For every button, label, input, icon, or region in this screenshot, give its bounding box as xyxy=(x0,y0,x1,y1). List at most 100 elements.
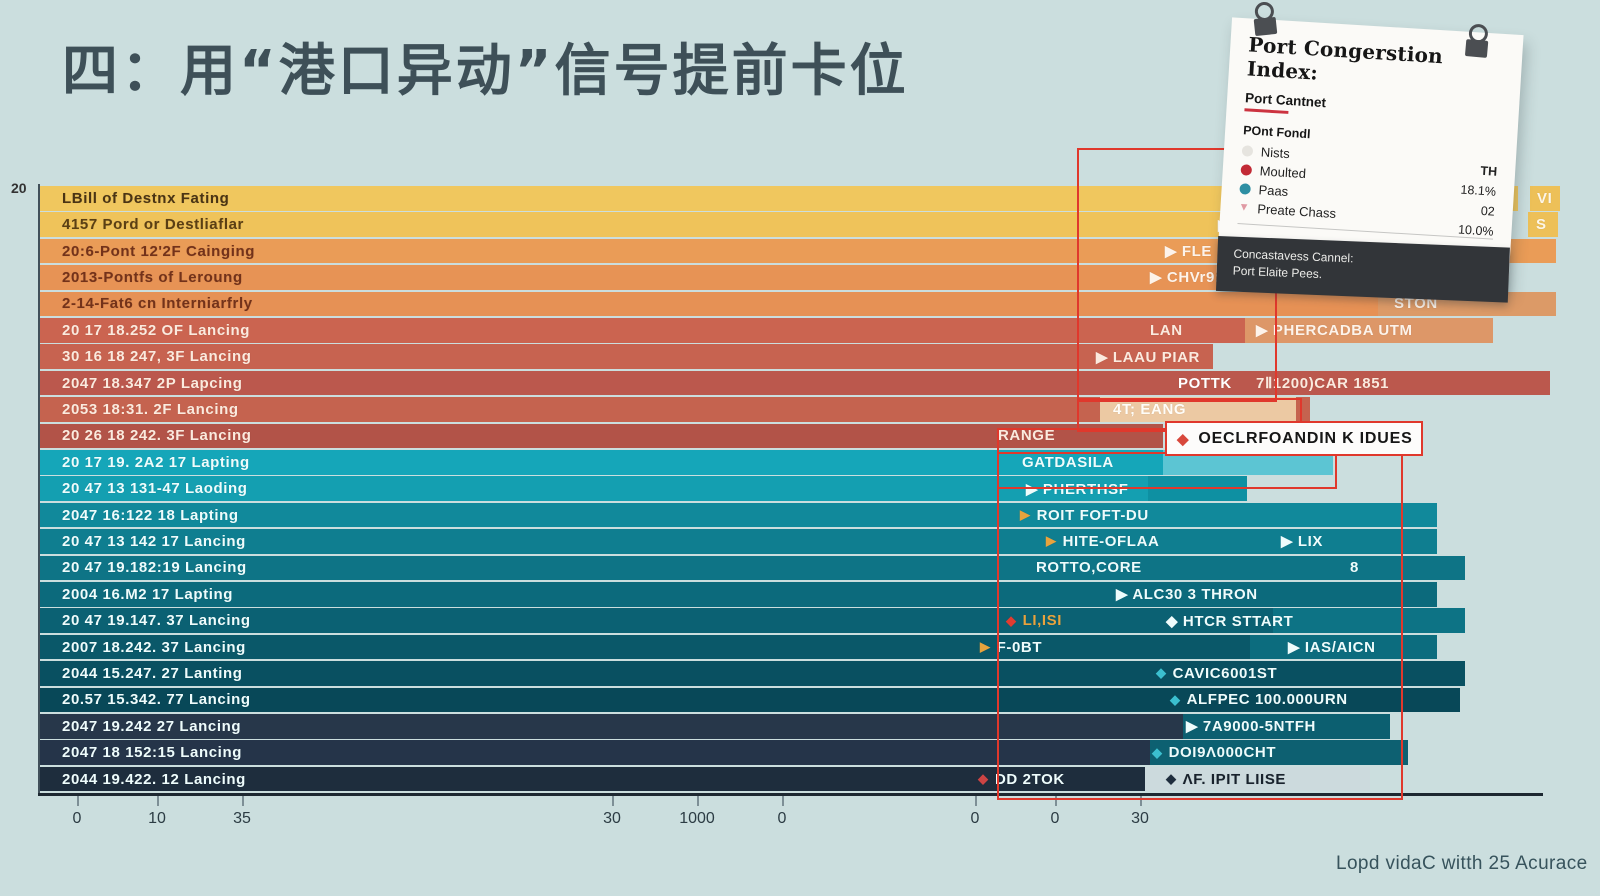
bar-label: 20.57 15.342. 77 Lancing xyxy=(62,688,251,713)
legend-value: 10.0% xyxy=(1457,222,1494,239)
bar-segment xyxy=(40,450,1163,475)
chart-row: 2044 15.247. 27 Lanting ◆ CAVIC6001ST xyxy=(0,661,1600,686)
chart-row: 20 17 19. 2A2 17 Lapting GATDASILA xyxy=(0,450,1600,475)
legend-dot-icon xyxy=(1241,145,1254,157)
bar-label: 2044 15.247. 27 Lanting xyxy=(62,661,243,686)
bar-segment xyxy=(40,291,1378,317)
bar-label: 2047 18 152:15 Lancing xyxy=(62,740,242,765)
x-axis-tick-label: 0 xyxy=(777,810,787,827)
marker-icon: ▶ xyxy=(1020,507,1031,523)
bar-label: ◆ HTCR STTART xyxy=(1166,608,1293,633)
bar-label: LBill of Destnx Fating xyxy=(62,186,229,211)
chart-row: 2047 19.242 27 Lancing ▶ 7A9000-5NTFH xyxy=(0,714,1600,739)
chart-row: 2004 16.M2 17 Lapting ▶ ALC30 3 THRON xyxy=(0,582,1600,607)
bar-label: 30 16 18 247, 3F Lancing xyxy=(62,344,252,369)
bar-label-text: 2044 15.247. 27 Lanting xyxy=(62,664,243,682)
bar-segment xyxy=(40,529,1437,554)
bar-label: ◆ ALFPEC 100.000URN xyxy=(1170,688,1348,713)
chart-row: 4157 Pord or Destliaflar▶S xyxy=(0,212,1600,237)
legend-label: Preate Chass xyxy=(1256,201,1337,222)
bar-label: ▶ PHERCADBA UTM xyxy=(1256,318,1413,343)
bar-label-text: ◆ HTCR STTART xyxy=(1166,612,1294,630)
bar-label: ▶ HITE-OFLAA xyxy=(1046,529,1159,554)
bar-label: 20 47 19.182:19 Lancing xyxy=(62,556,247,581)
legend-label: Paas xyxy=(1258,182,1289,200)
bar-label-text: CAVIC6001ST xyxy=(1172,664,1278,682)
bar-label: 20 47 13 142 17 Lancing xyxy=(62,529,246,554)
x-axis-line xyxy=(38,793,1543,796)
x-axis-tick-label: 0 xyxy=(72,810,82,827)
marker-icon: ◆ xyxy=(1170,691,1181,707)
bar-label: 7Ⅱ1200)CAR 1851 xyxy=(1256,371,1389,396)
bar-label: ▶ ALC30 3 THRON xyxy=(1116,582,1258,607)
legend-dot-icon xyxy=(1239,183,1251,195)
bar-label-text: VI xyxy=(1537,189,1553,207)
bar-label-text: 4T; EANG xyxy=(1113,400,1187,418)
callout-box: ◆ OECLRFOANDIN K IDUES xyxy=(1165,421,1423,456)
bar-label-text: 20:6-Pont 12'2F Cainging xyxy=(62,242,255,260)
bar-label-text: LI,ISI xyxy=(1022,612,1063,630)
bar-label-text: ALFPEC 100.000URN xyxy=(1186,691,1348,709)
bar-label-text: ▶ PHERCADBA UTM xyxy=(1256,322,1413,340)
bar-segment xyxy=(1250,634,1437,660)
chart-row: 2044 19.422. 12 Lancing ◆ DD 2TOK ◆ ΛF. IPIT… xyxy=(0,766,1600,792)
bar-label: ◆ CAVIC6001ST xyxy=(1156,661,1277,686)
bar-label: ▶ LAAU PIAR xyxy=(1096,344,1200,369)
bar-label: 2047 19.242 27 Lancing xyxy=(62,714,241,739)
bar-label: 2047 16:122 18 Lapting xyxy=(62,503,239,528)
bar-label: POTTK xyxy=(1178,371,1232,396)
x-axis-tick-label: 30 xyxy=(603,810,621,827)
x-axis-tick-label: 1000 xyxy=(679,810,715,827)
bar-label-text: 7Ⅱ1200)CAR 1851 xyxy=(1256,375,1390,393)
x-axis-tick xyxy=(612,796,614,806)
x-axis-tick-label: 30 xyxy=(1131,810,1149,827)
page-title: 四：用“港口异动”信号提前卡位 xyxy=(62,39,909,104)
marker-icon: ▶ xyxy=(980,639,991,655)
bar-segment xyxy=(40,740,1150,765)
bar-label-text: 20.57 15.342. 77 Lancing xyxy=(62,691,251,709)
bar-label: ◆ xyxy=(978,767,995,792)
note-card-footer: Concastavess Cannel: Port Elaite Pees. xyxy=(1215,235,1510,303)
bar-label: 20 26 18 242. 3F Lancing xyxy=(62,424,252,449)
bar-segment xyxy=(1183,714,1390,739)
x-axis-tick xyxy=(782,796,784,806)
bar-label-text: GATDASILA xyxy=(1022,453,1114,471)
bar-label-text: ▶ PHERTHSF xyxy=(1026,480,1129,498)
chart-row: 2047 18 152:15 Lancing ◆ DOI9Λ000CHT xyxy=(0,740,1600,765)
bar-label-text: RANGE xyxy=(998,427,1056,445)
bar-segment xyxy=(1528,212,1558,237)
bar-label-text: STON xyxy=(1394,295,1438,313)
bar-label: S xyxy=(1536,212,1547,237)
bar-label-text: S xyxy=(1536,216,1547,234)
bar-segment xyxy=(40,502,1437,528)
marker-icon: ◆ xyxy=(1166,771,1177,787)
bar-segment xyxy=(40,476,1148,501)
bar-label-text: 20 47 13 131-47 Laoding xyxy=(62,480,248,498)
bar-label-text: ▶ ALC30 3 THRON xyxy=(1116,586,1258,604)
x-axis-tick xyxy=(1140,796,1142,806)
note-card-legend: Nists Moulted Paas ▼ Preate Chass TH 18.1% 02 10… xyxy=(1238,141,1498,238)
bar-segment xyxy=(1145,766,1370,792)
bar-label: VI xyxy=(1537,186,1552,211)
bar-label-text: LBill of Destnx Fating xyxy=(62,189,230,207)
bar-label: 20:6-Pont 12'2F Cainging xyxy=(62,239,255,264)
bar-segment xyxy=(40,423,1163,449)
bar-segment xyxy=(40,212,1448,237)
bar-label-text: 30 16 18 247, 3F Lancing xyxy=(62,348,252,366)
x-axis-tick-label: 10 xyxy=(148,810,166,827)
bar-label-text: F-0BT xyxy=(996,638,1043,656)
binder-clip-icon xyxy=(1250,1,1280,43)
bar-label: GATDASILA xyxy=(1022,450,1114,475)
legend-value: 18.1% xyxy=(1460,182,1497,199)
bar-label-text: 2007 18.242. 37 Lancing xyxy=(62,638,246,656)
marker-icon: ◆ xyxy=(1156,665,1167,681)
note-card-subtitle: Port Cantnet xyxy=(1244,90,1327,111)
bar-label: 2-14-Fat6 cn Interniarfrly xyxy=(62,292,253,317)
callout-text: OECLRFOANDIN K IDUES xyxy=(1198,429,1413,447)
bar-segment xyxy=(40,318,1245,343)
bar-label: 2053 18:31. 2F Lancing xyxy=(62,397,239,422)
chart-row: 20 17 18.252 OF Lancing LAN ▶ PHERCADBA UT… xyxy=(0,318,1600,343)
x-axis-tick xyxy=(157,796,159,806)
bar-label-text: 2047 18 152:15 Lancing xyxy=(62,744,242,762)
bar-label-text: ▶ LAAU PIAR xyxy=(1096,348,1200,366)
